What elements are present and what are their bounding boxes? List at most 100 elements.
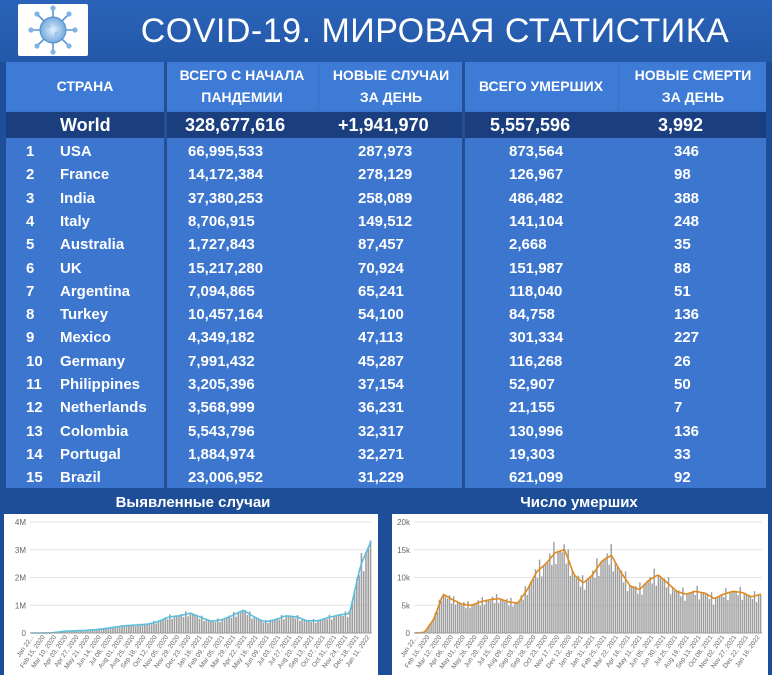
data-bar [725,587,727,633]
row-new-deaths: 136 [674,422,700,440]
data-bar [743,593,746,633]
row-new-cases: 287,973 [358,143,413,160]
data-bar [100,628,103,633]
data-bar [745,595,748,633]
world-row [6,112,766,138]
data-bar [194,615,196,633]
data-bar [251,618,253,633]
data-bar [353,589,356,633]
data-bar [68,630,71,633]
data-bar [680,596,682,633]
data-bar [536,578,539,633]
row-total-deaths: 118,040 [509,282,563,300]
data-bar [510,597,512,633]
row-total-deaths: 84,758 [509,306,555,324]
data-bar [324,617,326,633]
trend-line [414,548,762,634]
data-bar [230,617,233,633]
data-bar [702,593,705,633]
row-rank: 11 [26,376,42,393]
data-bar [469,608,471,633]
data-bar [663,578,666,633]
row-total-cases: 10,457,164 [188,306,264,324]
data-bar [733,590,735,633]
data-bar [365,552,367,633]
data-bar [694,595,696,633]
row-new-deaths: 248 [674,212,700,230]
data-bar [659,577,662,633]
data-bar [481,597,483,633]
data-bar [633,587,635,633]
row-new-cases: 149,512 [358,212,413,230]
row-rank: 10 [26,352,43,370]
row-total-cases: 1,727,843 [188,236,255,254]
row-total-deaths: 130,996 [509,422,564,440]
data-bar [159,620,162,633]
row-new-deaths: 98 [674,166,691,184]
data-bar [107,628,110,633]
data-bar [530,581,533,633]
data-bar [80,630,82,633]
data-bar [294,618,297,633]
data-bar [547,562,549,633]
row-rank: 15 [26,469,43,487]
data-bar [538,559,541,633]
data-bar [134,625,137,633]
data-bar [671,587,674,633]
data-bar [246,615,249,633]
data-bar [622,582,625,633]
data-bar [201,615,203,633]
row-new-deaths: 51 [674,282,691,300]
data-bar [573,575,576,633]
data-bar [264,619,267,633]
y-tick-label: 0 [406,629,411,638]
row-total-deaths: 301,334 [509,329,564,347]
data-bar [141,624,144,633]
data-bar [751,599,754,633]
data-bar [526,594,529,633]
data-bar [442,594,445,633]
data-bar [440,601,443,633]
data-bar [212,620,214,633]
row-new-cases: 31,229 [358,469,404,487]
data-bar [635,586,637,633]
data-bar [641,594,643,633]
data-bar [340,614,342,633]
data-bar [219,622,221,633]
data-bar [467,601,469,633]
data-bar [653,568,655,633]
data-bar [123,626,126,633]
data-bar [602,560,604,633]
y-tick-label: 15k [397,546,411,555]
cases-chart: 0 1M 2M 3M 4M Jan 22... Feb 15, 2020 Mar 10, 20… [4,514,378,675]
header-bar: COVID-19. МИРОВАЯ СТАТИСТИКА [0,0,772,62]
data-bar [479,605,481,633]
data-bar [502,599,504,633]
row-rank: 4 [26,212,35,230]
data-bar [542,565,545,633]
data-bar [626,591,629,633]
data-bar [583,589,586,633]
data-bar [235,616,237,633]
data-bar [598,575,600,633]
data-bar [708,599,711,633]
data-bar [98,629,100,633]
column-divider [164,62,167,488]
row-total-deaths: 126,967 [509,166,564,184]
data-bar [647,580,649,633]
data-bar [255,618,258,633]
row-new-deaths: 50 [674,376,691,393]
row-new-cases: 37,154 [358,376,404,393]
column-divider [462,62,465,488]
row-country: Portugal [60,445,121,463]
data-bar [571,571,574,633]
data-bar [524,586,526,633]
data-bar [549,553,551,633]
data-bar [692,590,694,633]
data-bar [716,597,719,633]
row-total-cases: 23,006,952 [188,469,264,487]
data-bar [321,619,324,633]
row-country: Italy [60,212,91,230]
data-bar [477,600,479,633]
data-bar [207,620,210,633]
